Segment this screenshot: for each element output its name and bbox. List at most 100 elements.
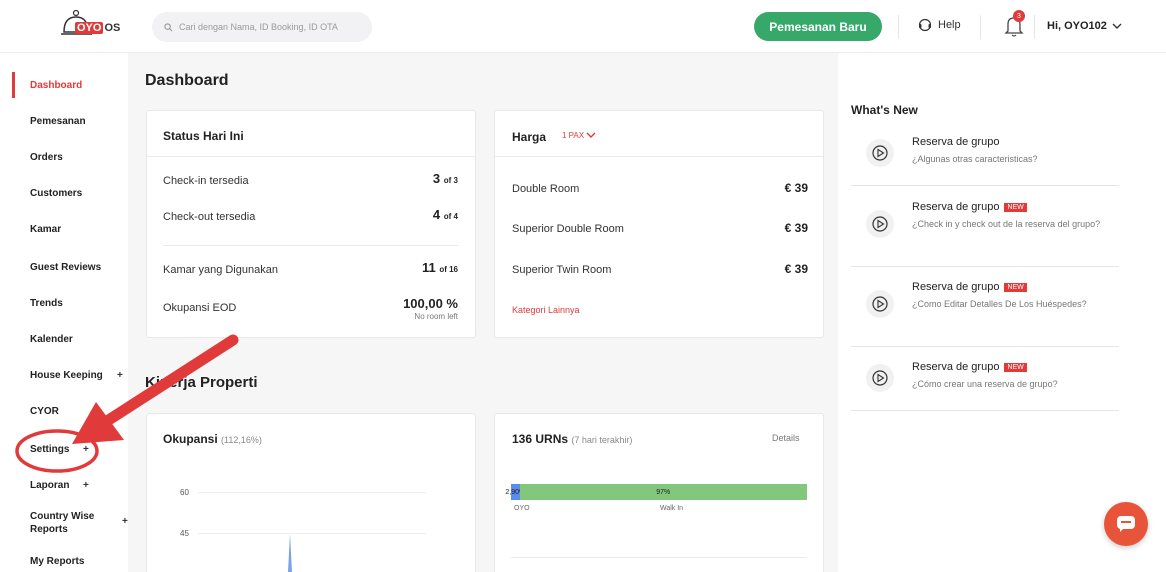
urn-card-title: 136 URNs (7 hari terakhir) (512, 432, 633, 446)
room-type-label: Superior Twin Room (512, 264, 612, 276)
chevron-down-icon (586, 132, 596, 138)
divider (163, 245, 459, 246)
whats-new-item-title[interactable]: Reserva de grupo NEW (912, 281, 1027, 293)
occupancy-chart-peak (270, 534, 310, 572)
sidebar-item-kamar[interactable]: Kamar (30, 224, 62, 235)
user-menu[interactable]: Hi, OYO102 (1047, 20, 1122, 32)
search-icon (164, 22, 173, 31)
sidebar-item-kalender[interactable]: Kalender (30, 334, 73, 345)
top-bar: OYO OS Cari dengan Nama, ID Booking, ID O… (0, 0, 1166, 53)
room-type-label: Superior Double Room (512, 223, 624, 235)
urn-split-bar: 2,90% 97% (505, 484, 807, 500)
divider (898, 15, 899, 39)
room-price: € 39 (784, 181, 808, 195)
new-badge: NEW (1004, 202, 1027, 212)
divider (1034, 15, 1035, 39)
sidebar-item-dashboard[interactable]: Dashboard (30, 80, 83, 91)
divider (511, 557, 807, 558)
help-label: Help (938, 19, 961, 31)
new-booking-button[interactable]: Pemesanan Baru (754, 12, 882, 41)
chat-icon (1117, 516, 1135, 532)
annotation-circle (15, 429, 99, 473)
status-card-title: Status Hari Ini (163, 129, 244, 143)
annotation-arrow (72, 334, 239, 444)
checkout-value: 4 of 4 (432, 207, 458, 222)
sidebar-item-settings[interactable]: Settings (30, 444, 70, 455)
whats-new-item-desc: ¿Cómo crear una reserva de grupo? (912, 379, 1058, 389)
whats-new-item-desc: ¿Algunas otras caracteristicas? (912, 154, 1038, 164)
chevron-down-icon (1112, 23, 1122, 29)
sidebar-item-trends[interactable]: Trends (30, 298, 63, 309)
divider (851, 185, 1119, 186)
whats-new-panel (838, 53, 1166, 572)
walk-in-label: Walk In (660, 505, 684, 512)
divider (851, 266, 1119, 267)
whats-new-title: What's New (851, 103, 918, 117)
more-categories-link[interactable]: Kategori Lainnya (512, 305, 580, 315)
sidebar-item-customers[interactable]: Customers (30, 188, 83, 199)
grid-line (198, 492, 426, 493)
whats-new-item-desc: ¿Check in y check out de la reserva del … (912, 219, 1101, 229)
rooms-used-label: Kamar yang Digunakan (163, 264, 278, 276)
occupancy-eod-note: No room left (414, 312, 458, 321)
user-label: Hi, OYO102 (1047, 20, 1107, 32)
pax-label: 1 PAX (562, 131, 585, 140)
expand-icon[interactable]: + (83, 444, 89, 455)
sidebar (0, 53, 128, 572)
y-tick-label: 60 (180, 488, 189, 497)
notification-badge: 3 (1013, 10, 1025, 22)
play-icon[interactable] (866, 139, 894, 167)
checkout-label: Check-out tersedia (163, 211, 256, 223)
help-button[interactable]: Help (918, 18, 961, 32)
room-price: € 39 (784, 262, 808, 276)
whats-new-item-title[interactable]: Reserva de grupo (912, 136, 1000, 148)
search-placeholder: Cari dengan Nama, ID Booking, ID OTA (179, 22, 338, 32)
expand-icon[interactable]: + (117, 370, 123, 381)
headset-icon (918, 18, 932, 32)
occupancy-eod-value: 100,00 % (403, 296, 458, 311)
rooms-used-value: 11 of 16 (421, 260, 458, 275)
sidebar-item-laporan[interactable]: Laporan (30, 480, 70, 491)
price-card (494, 110, 824, 338)
price-card-title: Harga (512, 130, 547, 144)
divider (147, 156, 475, 157)
logo-text: OYO OS (75, 22, 121, 34)
expand-icon[interactable]: + (83, 480, 89, 491)
whats-new-item-title[interactable]: Reserva de grupo NEW (912, 201, 1027, 213)
divider (495, 156, 823, 157)
sidebar-item-guest-reviews[interactable]: Guest Reviews (30, 262, 102, 273)
sidebar-item-pemesanan[interactable]: Pemesanan (30, 116, 86, 127)
room-type-label: Double Room (512, 183, 580, 195)
divider (851, 346, 1119, 347)
sidebar-item-my-reports[interactable]: My Reports (30, 556, 85, 567)
oyo-segment: 2,90% (505, 484, 525, 500)
divider (980, 15, 981, 39)
search-input[interactable]: Cari dengan Nama, ID Booking, ID OTA (152, 12, 372, 42)
oyo-label: OYO (514, 505, 530, 512)
whats-new-item-desc: ¿Como Editar Detalles De Los Huéspedes? (912, 299, 1087, 309)
new-badge: NEW (1004, 282, 1027, 292)
new-badge: NEW (1004, 362, 1027, 372)
active-indicator (12, 72, 15, 98)
play-icon[interactable] (866, 290, 894, 318)
page-title: Dashboard (145, 72, 229, 89)
whats-new-item-title[interactable]: Reserva de grupo NEW (912, 361, 1027, 373)
y-tick-label: 45 (180, 529, 189, 538)
occupancy-card-title: Okupansi (112,16%) (163, 432, 262, 446)
chat-button[interactable] (1104, 502, 1148, 546)
details-link[interactable]: Details (772, 433, 800, 443)
play-icon[interactable] (866, 364, 894, 392)
pax-selector[interactable]: 1 PAX (562, 131, 596, 140)
sidebar-item-cyor[interactable]: CYOR (30, 406, 59, 417)
sidebar-item-country-wise-reports[interactable]: Country Wise Reports (30, 511, 95, 535)
sidebar-item-house-keeping[interactable]: House Keeping (30, 370, 103, 381)
occupancy-eod-label: Okupansi EOD (163, 302, 237, 314)
checkin-label: Check-in tersedia (163, 175, 249, 187)
expand-icon[interactable]: + (122, 516, 128, 527)
divider (851, 410, 1119, 411)
checkin-value: 3 of 3 (432, 171, 458, 186)
sidebar-item-orders[interactable]: Orders (30, 152, 63, 163)
play-icon[interactable] (866, 210, 894, 238)
walk-in-segment: 97% (519, 484, 807, 500)
